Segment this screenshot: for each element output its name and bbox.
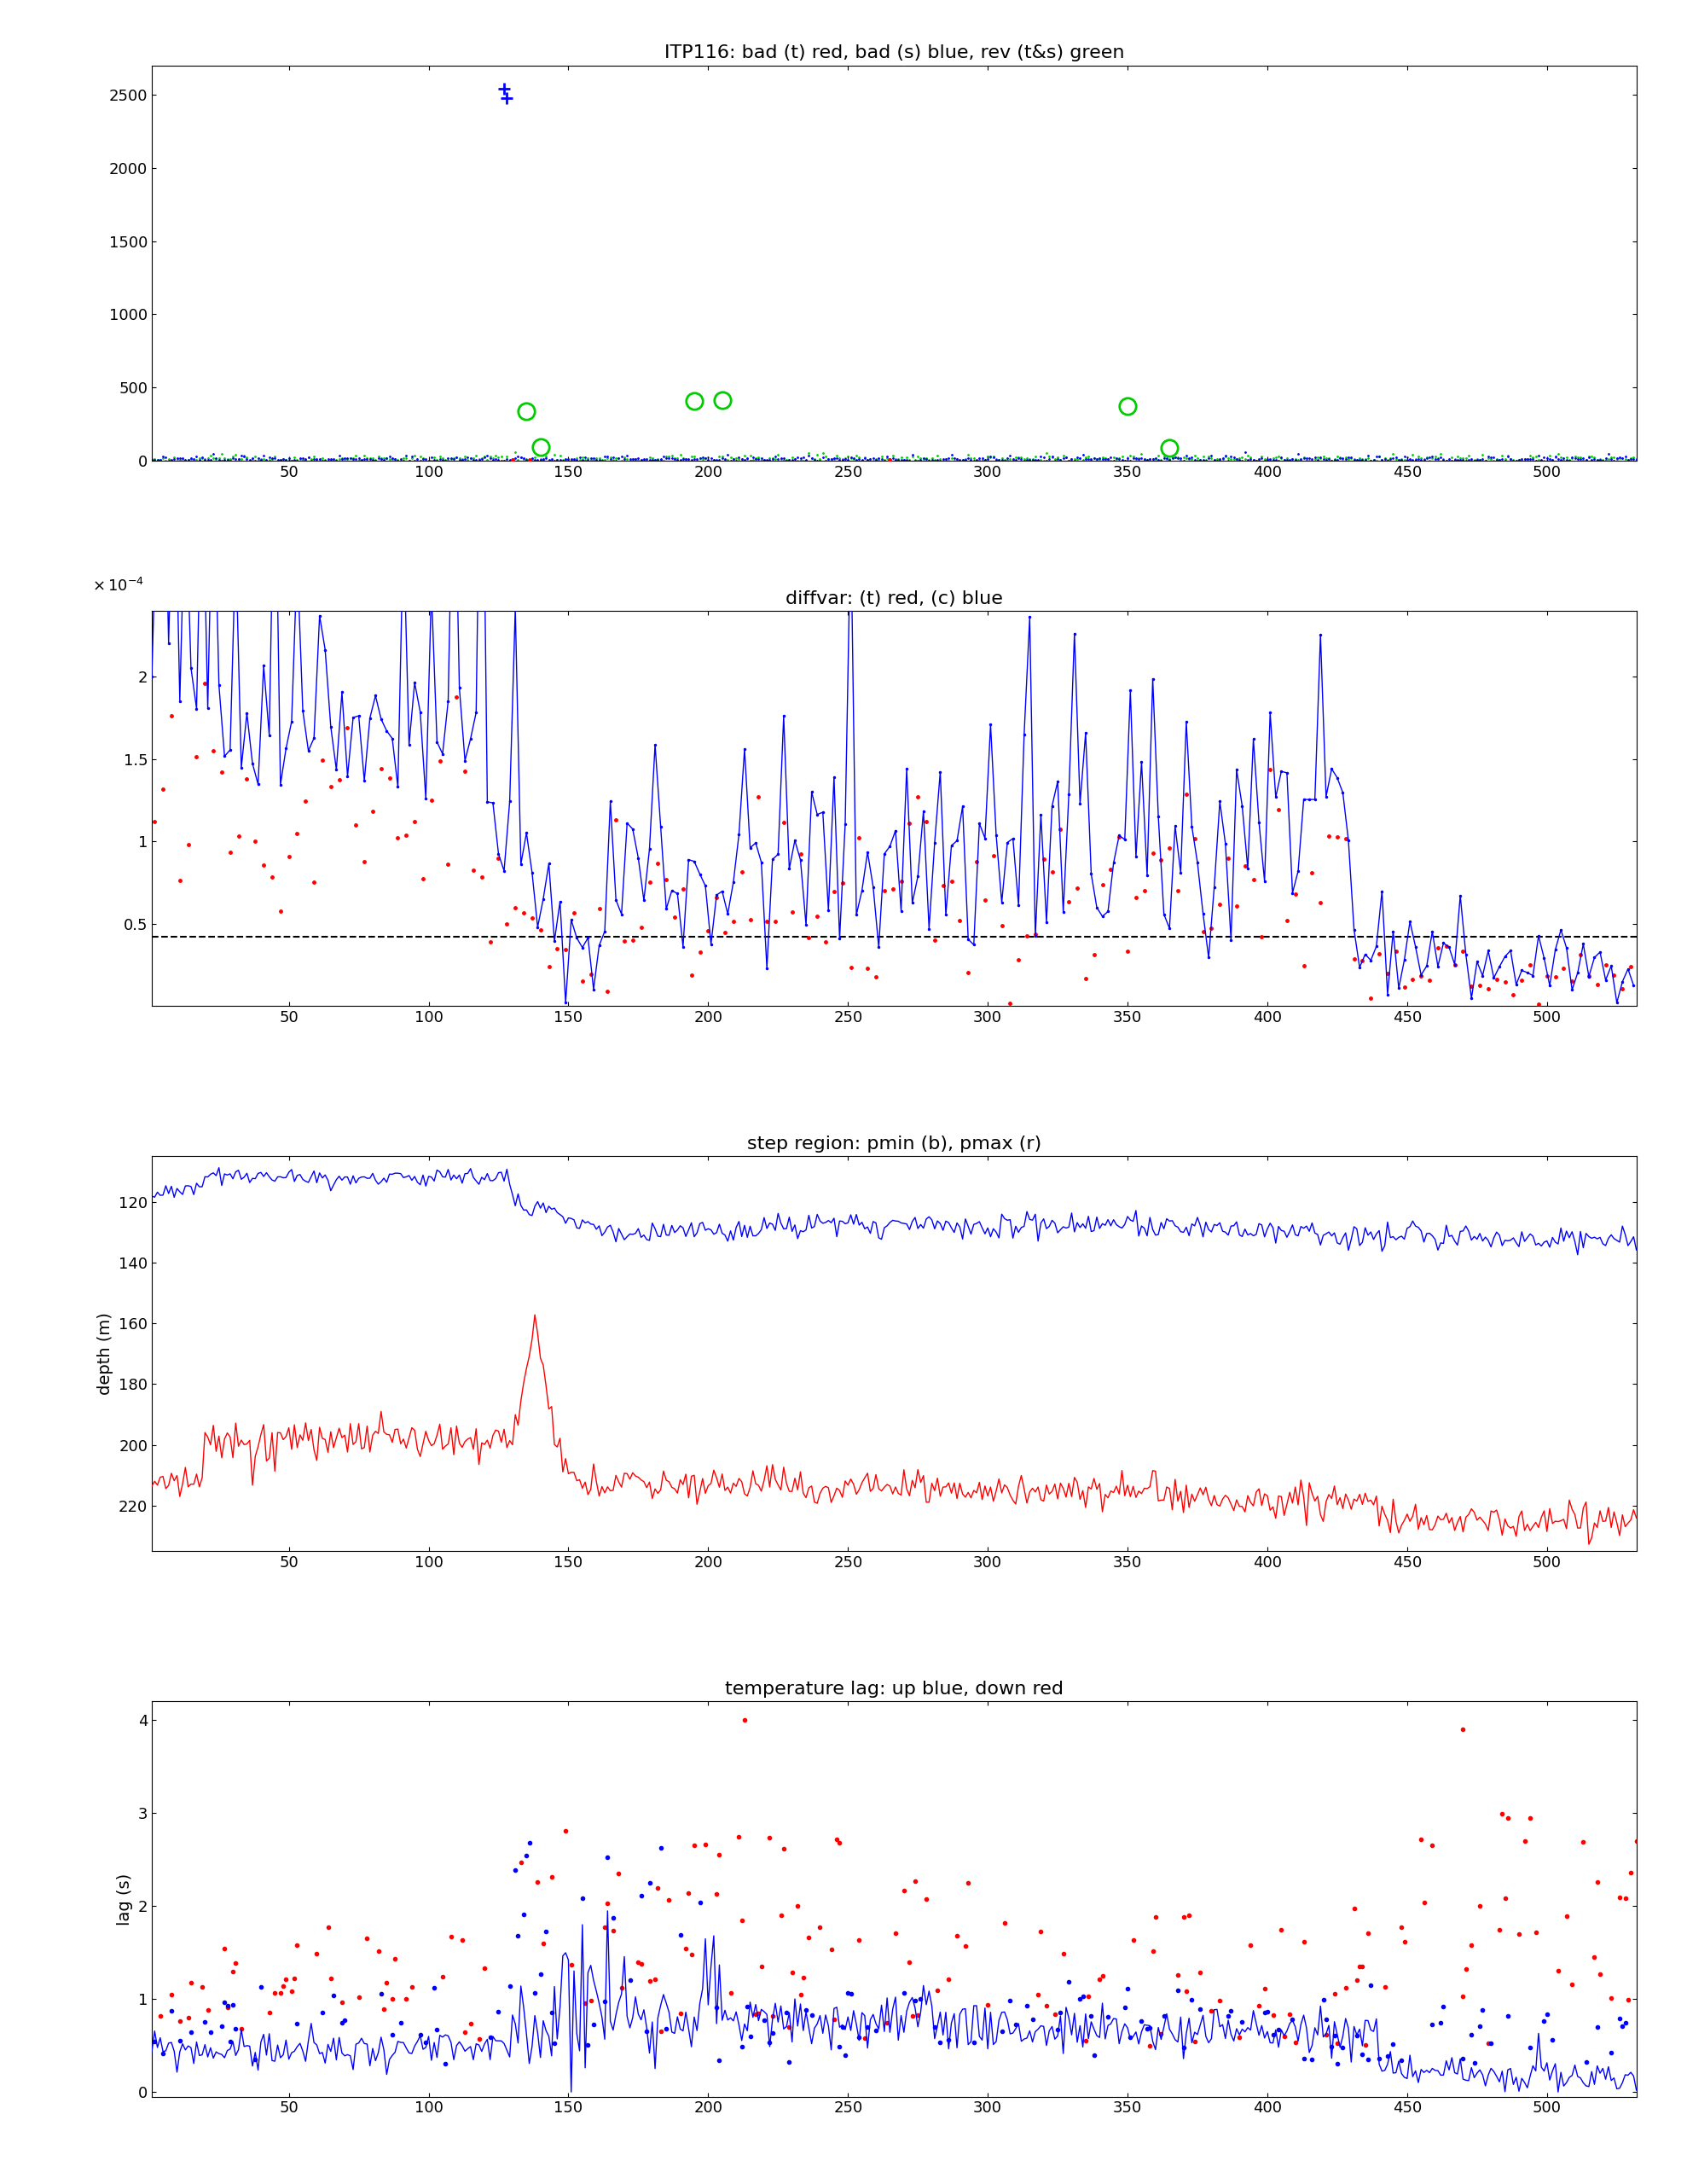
Title: step region: pmin (b), pmax (r): step region: pmin (b), pmax (r): [747, 1136, 1041, 1153]
Text: $\times\,10^{-4}$: $\times\,10^{-4}$: [93, 579, 145, 594]
Title: ITP116: bad (t) red, bad (s) blue, rev (t&s) green: ITP116: bad (t) red, bad (s) blue, rev (…: [665, 44, 1124, 61]
Title: temperature lag: up blue, down red: temperature lag: up blue, down red: [725, 1682, 1063, 1697]
Y-axis label: lag (s): lag (s): [116, 1874, 133, 1924]
Title: diffvar: (t) red, (c) blue: diffvar: (t) red, (c) blue: [786, 590, 1002, 607]
Y-axis label: depth (m): depth (m): [98, 1313, 113, 1396]
